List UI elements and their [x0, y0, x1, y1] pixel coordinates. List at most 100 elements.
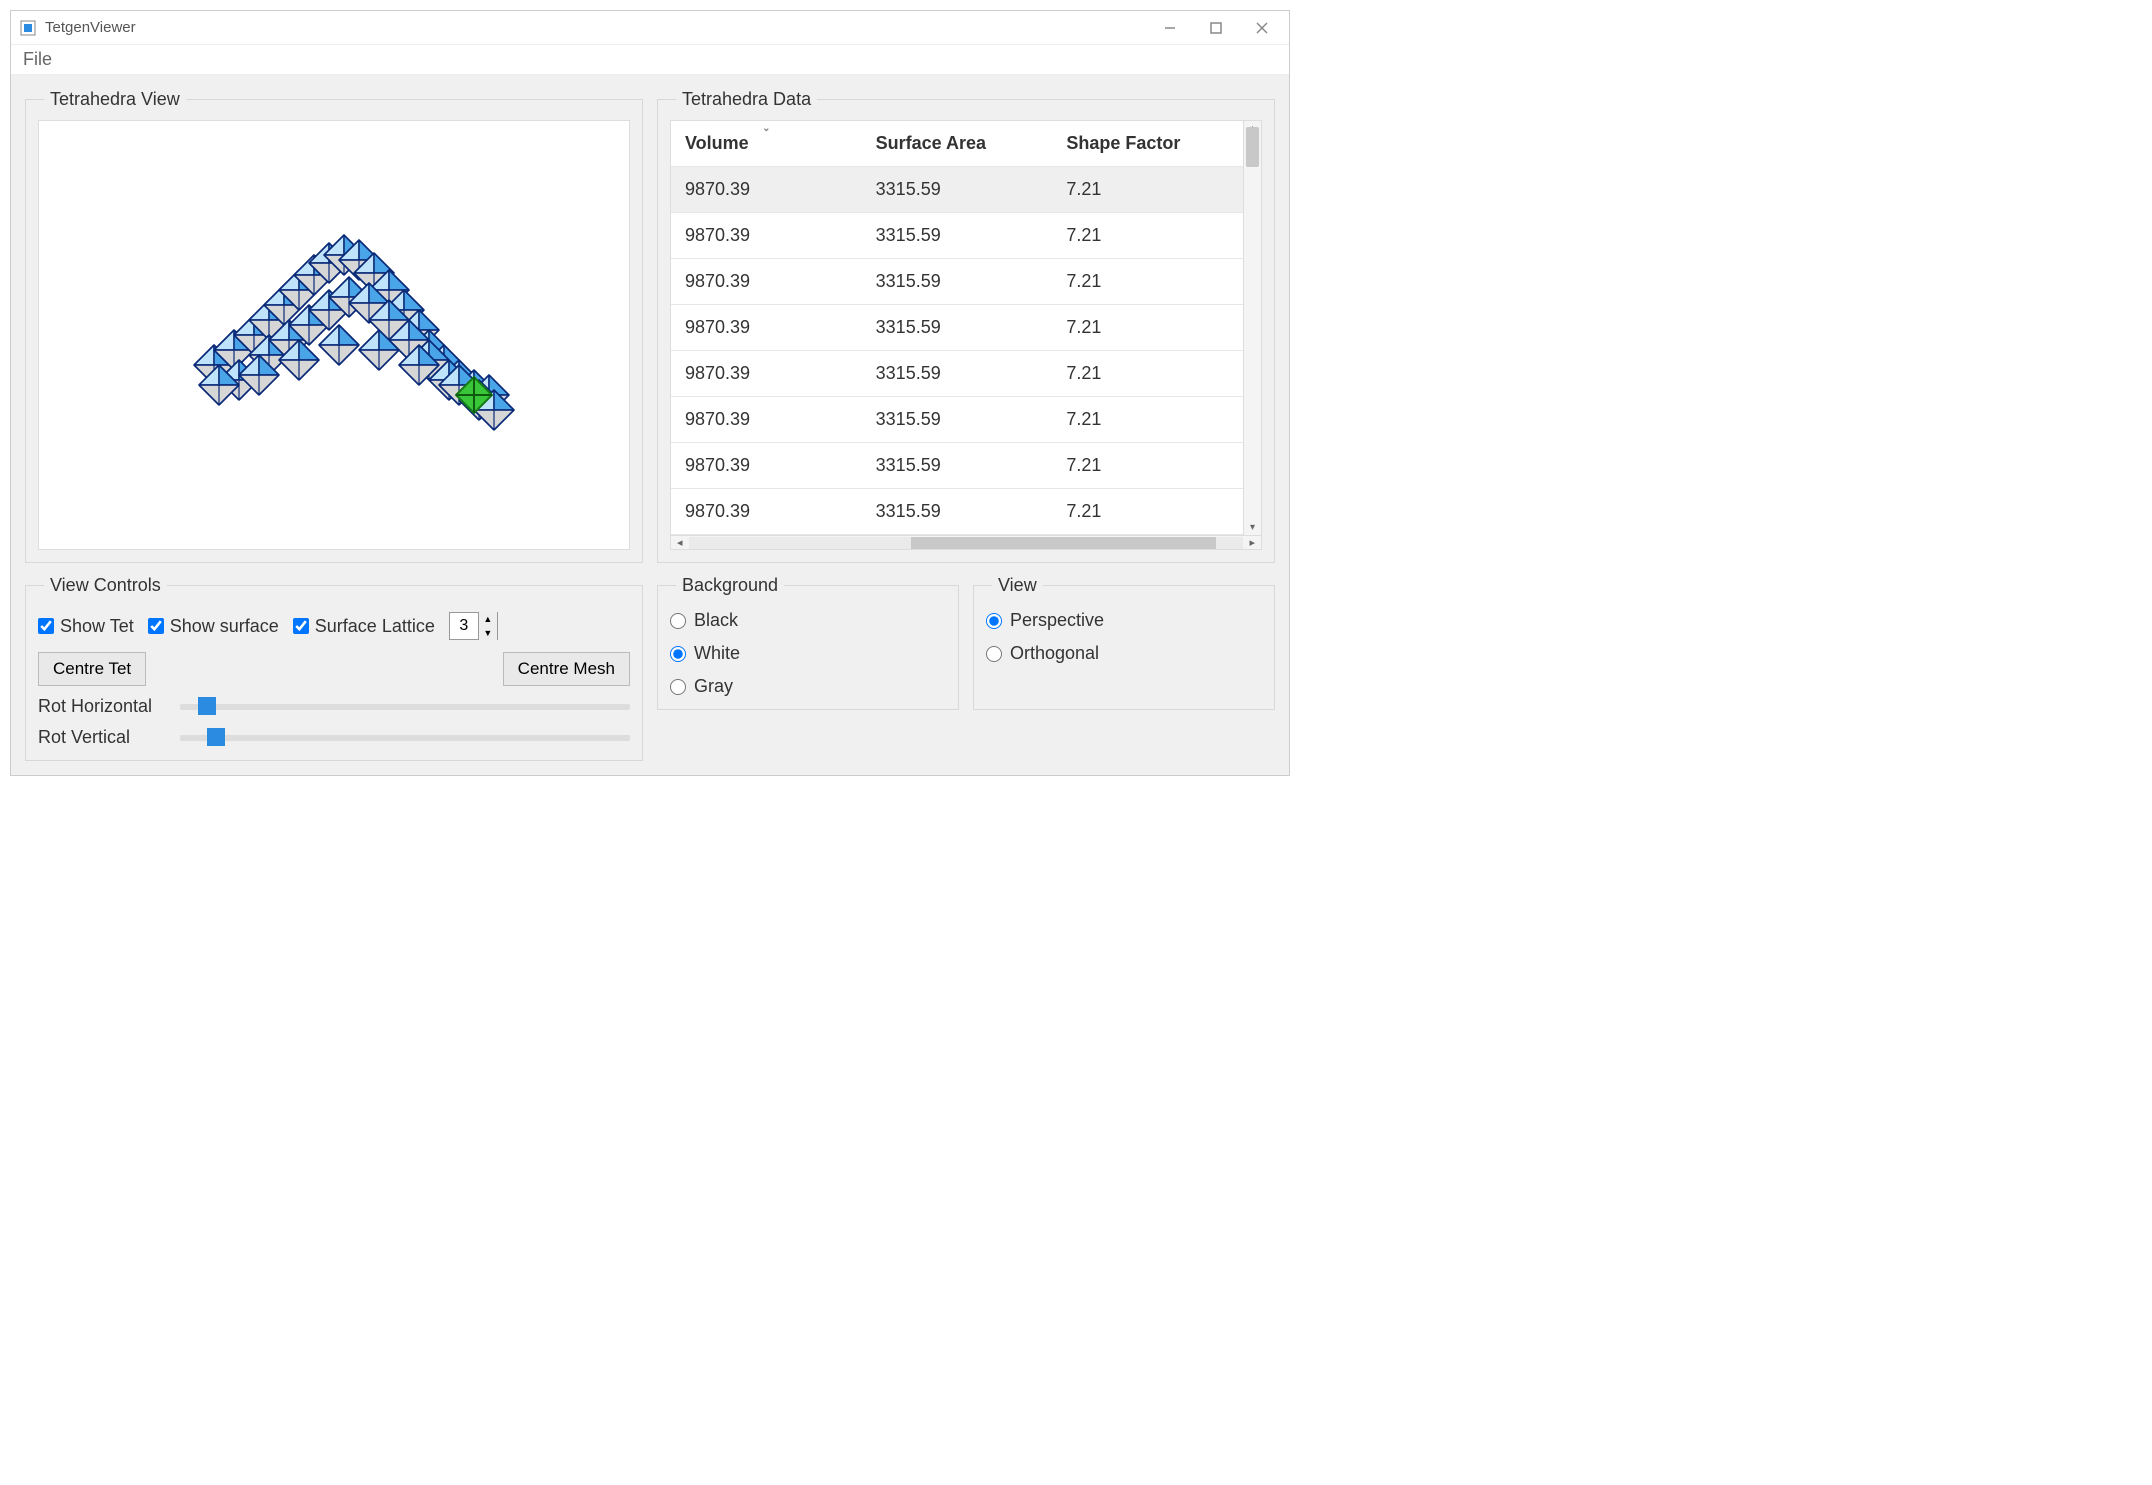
column-header[interactable]: Surface Area — [862, 121, 1053, 167]
table-cell: 9870.39 — [671, 443, 862, 489]
lattice-value-input[interactable] — [450, 617, 478, 635]
column-header[interactable]: Shape Factor — [1052, 121, 1243, 167]
background-radio-label: Gray — [694, 676, 733, 697]
view-radio-orthogonal[interactable]: Orthogonal — [986, 643, 1262, 664]
table-row[interactable]: 9870.393315.597.21 — [671, 213, 1243, 259]
table-cell: 3315.59 — [862, 167, 1053, 213]
vertical-scrollbar[interactable]: ▴ ▾ — [1243, 121, 1261, 535]
table-scroll-area: Volume⌄Surface AreaShape Factor 9870.393… — [671, 121, 1243, 535]
right-panel: Tetrahedra Data Volume⌄Surface AreaShape… — [657, 89, 1275, 761]
show-tet-checkbox[interactable]: Show Tet — [38, 616, 134, 637]
background-radio-black[interactable]: Black — [670, 610, 946, 631]
table-cell: 7.21 — [1052, 213, 1243, 259]
left-panel: Tetrahedra View View Controls Show Tet S… — [25, 89, 643, 761]
column-header[interactable]: Volume⌄ — [671, 121, 862, 167]
table-row[interactable]: 9870.393315.597.21 — [671, 443, 1243, 489]
table-cell: 9870.39 — [671, 167, 862, 213]
table-cell: 9870.39 — [671, 397, 862, 443]
vertical-scroll-thumb[interactable] — [1246, 127, 1259, 167]
table-cell: 3315.59 — [862, 489, 1053, 535]
view-controls-title: View Controls — [44, 575, 167, 596]
rot-vertical-label: Rot Vertical — [38, 727, 168, 748]
maximize-button[interactable] — [1207, 19, 1225, 37]
horizontal-scroll-thumb[interactable] — [911, 537, 1216, 549]
data-table-container: Volume⌄Surface AreaShape Factor 9870.393… — [670, 120, 1262, 550]
rot-horizontal-slider[interactable] — [180, 704, 630, 710]
table-row[interactable]: 9870.393315.597.21 — [671, 305, 1243, 351]
close-button[interactable] — [1253, 19, 1271, 37]
surface-lattice-checkbox[interactable]: Surface Lattice — [293, 616, 435, 637]
background-radio-white[interactable]: White — [670, 643, 946, 664]
tetrahedra-table: Volume⌄Surface AreaShape Factor 9870.393… — [671, 121, 1243, 535]
minimize-button[interactable] — [1161, 19, 1179, 37]
table-row[interactable]: 9870.393315.597.21 — [671, 489, 1243, 535]
rot-horizontal-label: Rot Horizontal — [38, 696, 168, 717]
3d-viewport[interactable] — [38, 120, 630, 550]
rot-vertical-thumb[interactable] — [207, 728, 225, 746]
scroll-down-icon[interactable]: ▾ — [1244, 522, 1261, 533]
scroll-right-icon[interactable]: ▸ — [1247, 536, 1257, 549]
tetrahedra-view-group: Tetrahedra View — [25, 89, 643, 563]
bottom-options-row: Background BlackWhiteGray View Perspecti… — [657, 575, 1275, 710]
table-cell: 7.21 — [1052, 351, 1243, 397]
lattice-spinner[interactable]: ▲ ▼ — [449, 612, 498, 640]
table-cell: 7.21 — [1052, 259, 1243, 305]
table-cell: 9870.39 — [671, 305, 862, 351]
background-group: Background BlackWhiteGray — [657, 575, 959, 710]
menu-file[interactable]: File — [23, 49, 52, 69]
table-cell: 3315.59 — [862, 351, 1053, 397]
table-cell: 3315.59 — [862, 397, 1053, 443]
table-cell: 7.21 — [1052, 397, 1243, 443]
titlebar: TetgenViewer — [11, 11, 1289, 45]
centre-tet-button[interactable]: Centre Tet — [38, 652, 146, 686]
table-cell: 3315.59 — [862, 259, 1053, 305]
table-cell: 9870.39 — [671, 259, 862, 305]
view-radio-perspective[interactable]: Perspective — [986, 610, 1262, 631]
spinner-down-button[interactable]: ▼ — [479, 626, 497, 640]
table-cell: 9870.39 — [671, 213, 862, 259]
table-cell: 9870.39 — [671, 489, 862, 535]
table-cell: 7.21 — [1052, 489, 1243, 535]
view-group: View Perspective Orthogonal — [973, 575, 1275, 710]
rot-vertical-row: Rot Vertical — [38, 727, 630, 748]
spinner-up-button[interactable]: ▲ — [479, 612, 497, 626]
table-cell: 7.21 — [1052, 305, 1243, 351]
table-cell: 9870.39 — [671, 351, 862, 397]
show-surface-label: Show surface — [170, 616, 279, 637]
tetrahedra-view-title: Tetrahedra View — [44, 89, 186, 110]
app-icon — [19, 19, 37, 37]
view-group-title: View — [992, 575, 1043, 596]
app-window: TetgenViewer File Tetrahedra View — [10, 10, 1290, 776]
table-row[interactable]: 9870.393315.597.21 — [671, 351, 1243, 397]
show-tet-label: Show Tet — [60, 616, 134, 637]
table-cell: 3315.59 — [862, 213, 1053, 259]
checkbox-row: Show Tet Show surface Surface Lattice ▲ … — [38, 612, 630, 640]
table-cell: 3315.59 — [862, 443, 1053, 489]
view-radio-label: Perspective — [1010, 610, 1104, 631]
scroll-left-icon[interactable]: ◂ — [675, 536, 685, 549]
table-row[interactable]: 9870.393315.597.21 — [671, 397, 1243, 443]
horizontal-scrollbar[interactable]: ◂ ▸ — [671, 535, 1261, 549]
rot-horizontal-thumb[interactable] — [198, 697, 216, 715]
content-area: Tetrahedra View View Controls Show Tet S… — [11, 75, 1289, 775]
tetrahedra-data-title: Tetrahedra Data — [676, 89, 817, 110]
sort-caret-icon: ⌄ — [762, 123, 770, 134]
table-row[interactable]: 9870.393315.597.21 — [671, 167, 1243, 213]
surface-lattice-label: Surface Lattice — [315, 616, 435, 637]
rot-vertical-slider[interactable] — [180, 735, 630, 741]
view-controls-group: View Controls Show Tet Show surface Surf… — [25, 575, 643, 761]
show-surface-checkbox[interactable]: Show surface — [148, 616, 279, 637]
centre-buttons-row: Centre Tet Centre Mesh — [38, 652, 630, 686]
mesh-render — [119, 185, 549, 485]
tetrahedra-data-group: Tetrahedra Data Volume⌄Surface AreaShape… — [657, 89, 1275, 563]
background-radio-label: Black — [694, 610, 738, 631]
background-radio-gray[interactable]: Gray — [670, 676, 946, 697]
background-radio-label: White — [694, 643, 740, 664]
menubar: File — [11, 45, 1289, 75]
table-row[interactable]: 9870.393315.597.21 — [671, 259, 1243, 305]
view-radio-label: Orthogonal — [1010, 643, 1099, 664]
centre-mesh-button[interactable]: Centre Mesh — [503, 652, 630, 686]
table-cell: 7.21 — [1052, 443, 1243, 489]
rot-horizontal-row: Rot Horizontal — [38, 696, 630, 717]
table-cell: 7.21 — [1052, 167, 1243, 213]
